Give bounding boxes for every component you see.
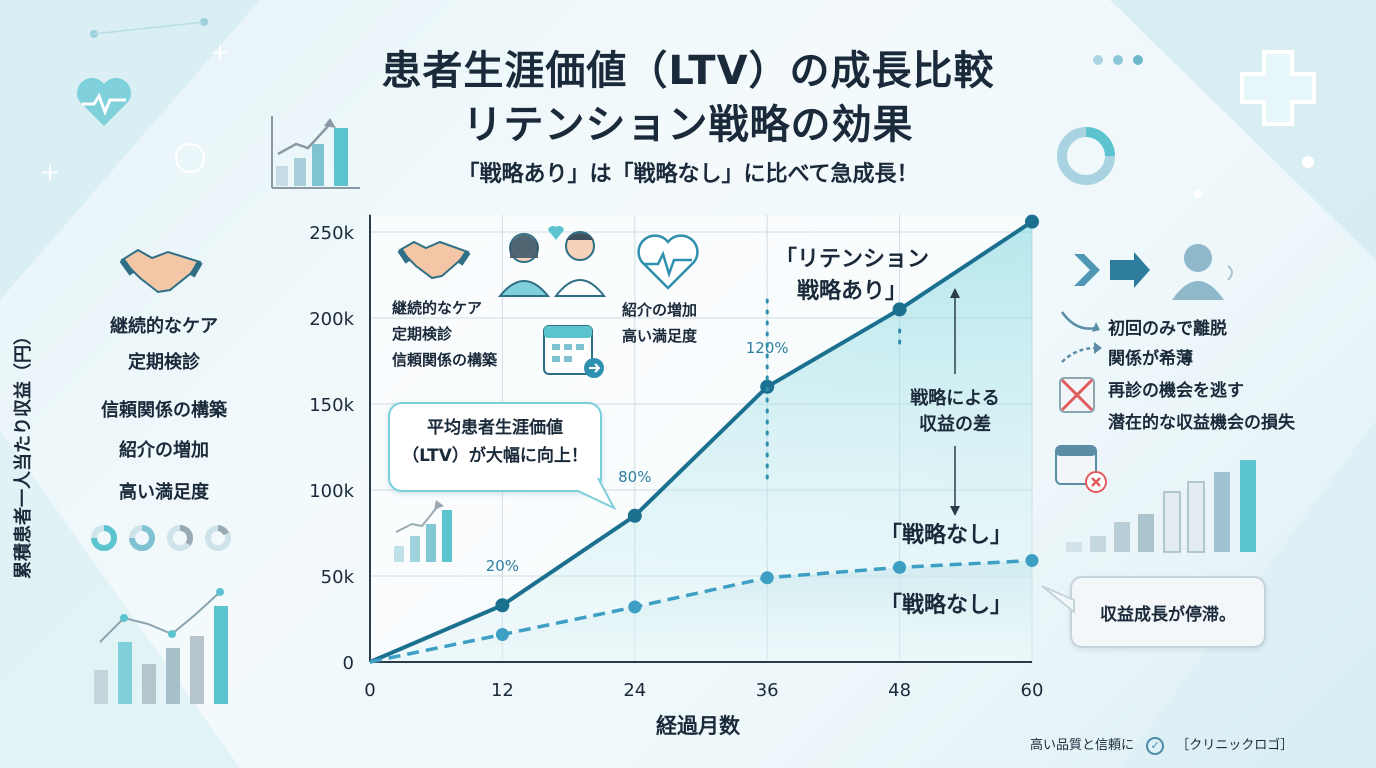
data-point-with-strategy — [892, 302, 907, 317]
inner-list-item: 継続的なケア — [392, 299, 483, 317]
calendar-icon — [543, 325, 604, 378]
stagnation-callout: 収益成長が停滞。 — [1070, 576, 1266, 648]
heart-pulse-icon — [637, 234, 699, 290]
handshake-icon — [397, 240, 471, 280]
handshake-icon — [119, 248, 203, 294]
clinic-logo: ［クリニックロゴ］ — [1176, 738, 1294, 753]
left-list-item: 継続的なケア — [110, 316, 218, 337]
chart-title: 患者生涯価値（LTV）の成長比較 — [381, 48, 995, 94]
series-label-without-strategy: 「戦略なし」 — [880, 592, 1012, 618]
right-list-item: 再診の機会を逃す — [1108, 381, 1244, 401]
area-with-strategy — [370, 221, 1032, 662]
callout-tail — [574, 476, 617, 511]
x-tick-label: 48 — [888, 680, 911, 701]
churn-icon — [1074, 244, 1233, 300]
data-point-without-strategy — [495, 627, 509, 641]
percent-label: 20% — [486, 557, 519, 575]
growth-chart-icon — [394, 500, 452, 562]
curved-arrow-icon — [1060, 311, 1100, 332]
data-point-with-strategy — [627, 508, 642, 523]
gap-arrow-head-down — [950, 506, 960, 516]
left-list-item: 高い満足度 — [119, 482, 209, 503]
stagnation-pointer — [1041, 585, 1075, 614]
series-line-without-strategy — [369, 558, 1033, 664]
gap-label: 戦略による — [910, 387, 999, 409]
right-bar-decoration — [1066, 460, 1256, 553]
x-tick-label: 12 — [491, 680, 514, 701]
tick-labels: 0 50k 100k 150k 200k 250k 0 12 24 36 48 60 — [309, 223, 1043, 701]
chart-title-line2: リテンション戦略の効果 — [462, 102, 914, 148]
data-point-without-strategy — [760, 571, 774, 585]
chart-subtitle: 「戦略あり」は「戦略なし」に比べて急成長！ — [457, 162, 919, 187]
inner-list-item: 紹介の増加 — [622, 301, 698, 319]
percent-label: 120% — [746, 339, 789, 357]
data-point-with-strategy — [495, 598, 510, 613]
y-tick-label: 100k — [309, 481, 354, 502]
svg-text:+: + — [40, 158, 60, 186]
callout-line: （LTV）が大幅に向上！ — [402, 446, 588, 466]
footer-text: 高い品質と信頼に — [1030, 738, 1135, 753]
y-tick-label: 150k — [309, 395, 354, 416]
series-line-with-strategy — [369, 220, 1034, 664]
area-without-strategy — [370, 560, 1032, 662]
growth-chart-icon — [271, 116, 360, 189]
heart-pulse-icon — [77, 78, 131, 126]
medical-cross-icon — [1240, 50, 1316, 126]
dashed-arrow-icon — [1061, 342, 1102, 363]
gap-label: 収益の差 — [919, 413, 991, 435]
y-tick-label: 0 — [343, 653, 354, 674]
y-tick-label: 250k — [309, 223, 354, 244]
check-badge-icon: ✓ — [1146, 736, 1165, 755]
percent-label: 80% — [618, 468, 651, 486]
callout-line: 平均患者生涯価値 — [427, 418, 563, 438]
inner-list-item: 信頼関係の構築 — [392, 351, 498, 369]
y-axis-label: 累積患者一人当たり収益（円） — [13, 327, 34, 579]
x-tick-label: 0 — [364, 680, 375, 701]
series-label-with-strategy: 戦略あり」 — [797, 278, 907, 304]
series-label-with-strategy: 「リテンション — [775, 247, 929, 272]
left-list-item: 紹介の増加 — [119, 440, 209, 461]
y-tick-label: 50k — [321, 567, 355, 588]
data-point-without-strategy — [893, 560, 907, 574]
cancelled-calendar-icon — [1059, 377, 1095, 413]
right-list-item: 関係が希薄 — [1108, 349, 1193, 369]
x-tick-label: 24 — [623, 680, 646, 701]
missed-appointment-icon — [1055, 445, 1107, 493]
x-tick-label: 36 — [756, 680, 779, 701]
series-label-without-strategy: 「戦略なし」 — [880, 522, 1012, 548]
left-list-item: 信頼関係の構築 — [101, 400, 227, 421]
left-list-item: 定期検診 — [128, 352, 200, 373]
bar-trend-icon — [94, 588, 228, 704]
data-point-with-strategy — [1025, 214, 1039, 229]
care-team-icon — [497, 225, 607, 297]
svg-text:+: + — [210, 38, 230, 66]
data-point-without-strategy — [1025, 554, 1039, 568]
axes — [369, 214, 1032, 663]
x-axis-label: 経過月数 — [656, 714, 740, 738]
right-list-item: 潜在的な収益機会の損失 — [1108, 413, 1295, 433]
right-list-item: 初回のみで離脱 — [1108, 319, 1227, 339]
inner-list-item: 高い満足度 — [622, 327, 698, 345]
donut-icon — [1057, 127, 1115, 185]
gap-arrow-head-up — [950, 288, 960, 298]
inner-list-item: 定期検診 — [392, 325, 453, 343]
progress-rings-icon — [91, 525, 231, 551]
footer: 高い品質と信頼に ✓ ［クリニックロゴ］ — [1030, 734, 1293, 755]
ltv-callout: 平均患者生涯価値 （LTV）が大幅に向上！ — [388, 402, 602, 492]
data-point-without-strategy — [628, 600, 642, 614]
x-tick-label: 60 — [1021, 680, 1044, 701]
y-tick-label: 200k — [309, 309, 354, 330]
